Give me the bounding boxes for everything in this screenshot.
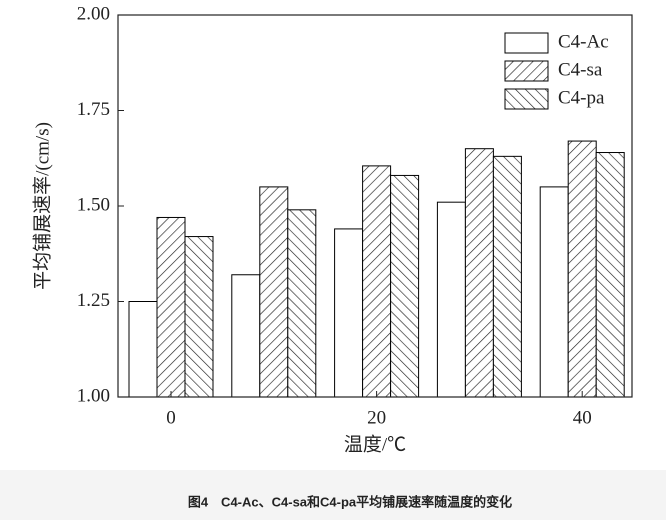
bar — [259, 186, 289, 398]
y-tick-label: 1.25 — [77, 290, 110, 311]
bar — [156, 216, 186, 398]
bar — [287, 209, 317, 398]
x-tick-label: 20 — [367, 407, 386, 428]
bar — [436, 201, 466, 398]
bar — [390, 174, 420, 398]
x-tick-label: 40 — [573, 407, 592, 428]
y-tick-label: 1.75 — [77, 99, 110, 120]
caption-bg — [0, 470, 666, 520]
bar — [334, 228, 364, 398]
y-axis-label: 平均铺展速率/(cm/s) — [31, 122, 53, 290]
legend-label: C4-pa — [558, 87, 605, 108]
bar — [128, 301, 158, 398]
bar — [595, 152, 625, 398]
caption: 图4 C4-Ac、C4-sa和C4-pa平均铺展速率随温度的变化 — [188, 494, 512, 509]
legend-swatch — [504, 32, 549, 54]
bar — [492, 155, 522, 398]
bar — [539, 186, 569, 398]
bar — [231, 274, 261, 398]
legend-swatch — [504, 60, 549, 82]
bar — [464, 148, 494, 398]
bar — [362, 165, 392, 398]
legend-swatch — [504, 88, 549, 110]
plot-frame — [117, 14, 633, 398]
x-tick-label: 0 — [166, 407, 176, 428]
bar — [567, 140, 597, 398]
x-axis-label: 温度/℃ — [344, 433, 406, 455]
y-tick-label: 1.50 — [77, 194, 110, 215]
y-tick-label: 1.00 — [77, 385, 110, 406]
y-tick-label: 2.00 — [77, 3, 110, 24]
bar — [184, 236, 214, 398]
legend-label: C4-sa — [558, 59, 603, 80]
legend-label: C4-Ac — [558, 31, 609, 52]
